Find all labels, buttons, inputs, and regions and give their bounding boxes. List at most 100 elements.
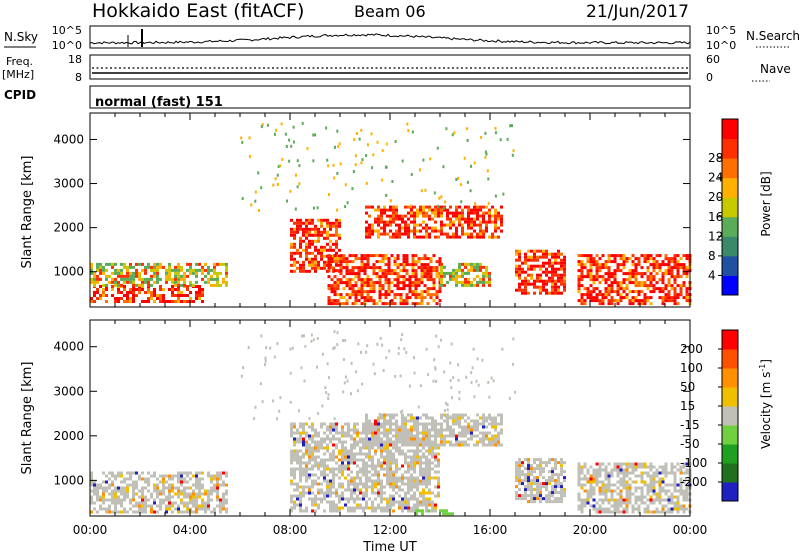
range-gate-cell <box>461 431 464 435</box>
range-gate-cell <box>293 431 296 435</box>
range-gate-cell <box>395 434 398 438</box>
range-gate-cell <box>536 285 539 289</box>
range-gate-cell <box>365 226 368 230</box>
range-gate-cell <box>404 425 407 429</box>
range-gate-cell <box>326 221 329 225</box>
range-gate-cell <box>434 452 437 456</box>
range-gate-cell <box>374 470 377 474</box>
range-gate-cell <box>640 486 644 490</box>
range-gate-cell <box>625 492 629 496</box>
range-gate-cell <box>521 464 524 468</box>
range-gate-cell <box>392 434 395 438</box>
range-gate-cell <box>467 271 470 275</box>
range-gate-cell <box>383 226 386 230</box>
range-gate-cell <box>497 437 500 441</box>
range-gate-cell <box>317 248 320 252</box>
range-gate-cell <box>577 495 581 499</box>
range-gate-cell <box>682 462 686 466</box>
range-gate-cell <box>589 272 593 276</box>
range-gate-cell <box>326 242 329 246</box>
range-gate-cell <box>380 482 383 486</box>
range-gate-cell <box>362 509 365 513</box>
range-gate-cell <box>299 422 302 426</box>
range-gate-cell <box>326 491 329 495</box>
range-gate-cell <box>389 220 392 224</box>
range-gate-cell <box>308 242 311 246</box>
range-gate-cell <box>416 488 419 492</box>
range-gate-cell <box>589 284 593 288</box>
range-gate-cell <box>613 290 617 294</box>
colorbar-tick-label: 24 <box>708 171 723 185</box>
range-gate-cell <box>201 483 204 487</box>
range-gate-cell <box>366 299 370 303</box>
range-gate-cell <box>339 257 343 261</box>
range-gate-cell <box>183 274 186 278</box>
range-gate-cell <box>108 262 111 266</box>
range-gate-cell <box>299 509 302 513</box>
range-gate-cell <box>443 443 446 447</box>
range-gate-cell <box>207 495 210 499</box>
range-gate-cell <box>664 474 668 478</box>
range-gate-cell <box>371 491 374 495</box>
range-gate-cell <box>317 239 320 243</box>
range-gate-cell <box>279 164 282 168</box>
range-gate-cell <box>437 229 440 233</box>
range-gate-cell <box>426 257 430 261</box>
range-gate-cell <box>108 483 111 487</box>
range-gate-cell <box>423 275 427 279</box>
range-gate-cell <box>338 467 341 471</box>
range-gate-cell <box>204 507 207 511</box>
range-gate-cell <box>310 339 313 343</box>
range-gate-cell <box>171 288 174 291</box>
range-gate-cell <box>314 509 317 513</box>
range-gate-cell <box>414 272 418 276</box>
range-gate-cell <box>410 443 413 447</box>
range-gate-cell <box>114 495 117 499</box>
range-gate-cell <box>488 280 491 284</box>
range-gate-cell <box>589 299 593 303</box>
range-gate-cell <box>458 440 461 444</box>
range-gate-cell <box>589 486 593 490</box>
range-gate-cell <box>353 476 356 480</box>
range-gate-cell <box>210 477 213 481</box>
range-gate-cell <box>159 507 162 511</box>
range-gate-cell <box>138 477 141 481</box>
range-gate-cell <box>326 425 329 429</box>
range-gate-cell <box>414 278 418 282</box>
range-gate-cell <box>419 470 422 474</box>
range-gate-cell <box>619 477 623 481</box>
range-gate-cell <box>90 271 93 275</box>
range-gate-cell <box>111 285 114 288</box>
range-gate-cell <box>123 477 126 481</box>
range-gate-cell <box>652 474 656 478</box>
range-gate-cell <box>350 428 353 432</box>
range-gate-cell <box>595 278 599 282</box>
range-gate-cell <box>625 507 629 511</box>
range-gate-cell <box>377 229 380 233</box>
range-gate-cell <box>658 480 662 484</box>
range-gate-cell <box>219 474 222 478</box>
range-gate-cell <box>577 507 581 511</box>
range-gate-cell <box>386 506 389 510</box>
range-gate-cell <box>333 293 337 297</box>
range-gate-cell <box>411 263 415 267</box>
range-gate-cell <box>679 507 683 511</box>
range-gate-cell <box>286 199 288 203</box>
range-gate-cell <box>359 479 362 483</box>
range-gate-cell <box>102 271 105 275</box>
range-gate-cell <box>393 293 397 297</box>
range-gate-cell <box>335 443 338 447</box>
range-gate-cell <box>398 503 401 507</box>
range-gate-cell <box>332 242 335 246</box>
range-gate-cell <box>180 294 183 297</box>
range-gate-cell <box>359 506 362 510</box>
range-gate-cell <box>311 449 314 453</box>
range-gate-cell <box>554 273 557 277</box>
range-gate-cell <box>376 342 379 346</box>
range-gate-cell <box>201 504 204 508</box>
range-gate-cell <box>554 255 557 259</box>
range-gate-cell <box>314 446 317 450</box>
range-gate-cell <box>440 274 443 278</box>
range-gate-cell <box>401 503 404 507</box>
range-gate-cell <box>673 465 677 469</box>
